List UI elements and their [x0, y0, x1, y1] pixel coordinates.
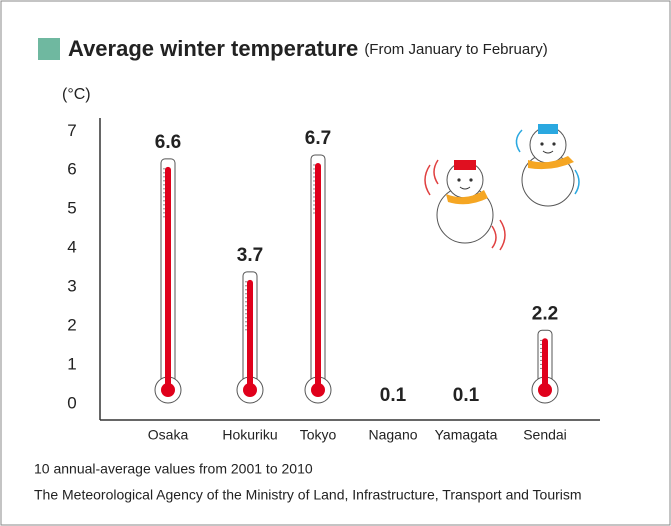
value-label: 0.1: [380, 385, 407, 406]
value-label: 3.7: [237, 245, 263, 266]
x-tick-label: Sendai: [523, 427, 567, 443]
temperature-column: [542, 338, 548, 390]
snowman: [515, 124, 580, 207]
x-tick-label: Yamagata: [435, 427, 498, 443]
x-tick-label: Nagano: [368, 427, 417, 443]
x-tick-label: Tokyo: [300, 427, 337, 443]
y-tick-label: 5: [67, 199, 76, 218]
chart-title: Average winter temperature (From January…: [68, 36, 548, 61]
value-label: 0.1: [453, 385, 480, 406]
temperature-column: [165, 166, 171, 390]
y-tick-label: 1: [67, 355, 76, 374]
note: 10 annual-average values from 2001 to 20…: [34, 461, 313, 477]
temperature-column: [315, 162, 321, 390]
value-label: 2.2: [532, 303, 558, 324]
value-label: 6.6: [155, 132, 181, 153]
y-tick-label: 3: [67, 277, 76, 296]
temperature-column: [247, 279, 253, 390]
y-tick-label: 4: [67, 238, 76, 257]
y-tick-label: 6: [67, 160, 76, 179]
y-tick-label: 2: [67, 316, 76, 335]
y-axis-label: (°C): [62, 86, 91, 103]
x-tick-label: Hokuriku: [222, 427, 277, 443]
note: The Meteorological Agency of the Ministr…: [34, 487, 582, 503]
x-tick-label: Osaka: [148, 427, 189, 443]
snowman: [424, 159, 506, 251]
title-marker: [38, 38, 60, 60]
y-tick-label: 7: [67, 121, 76, 140]
y-tick-label: 0: [67, 393, 76, 412]
value-label: 6.7: [305, 128, 331, 149]
